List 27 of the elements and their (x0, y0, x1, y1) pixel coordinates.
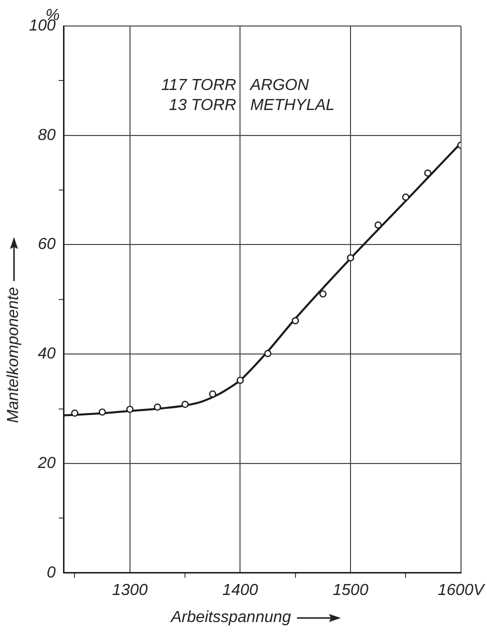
point (424, 169, 432, 177)
y-axis-title: Mantelkomponente (5, 286, 23, 424)
point (319, 290, 327, 298)
annotation: 13 TORR METHYLAL (168, 97, 335, 114)
x-tick-label: 1500 (332, 582, 368, 599)
point (98, 408, 106, 416)
y-tick-label: 60 (38, 236, 56, 254)
point (346, 254, 354, 262)
point (236, 376, 244, 384)
y-tick-label: 80 (38, 126, 56, 144)
point (181, 400, 189, 408)
y-tick-label: 0 (46, 564, 56, 582)
point (264, 350, 272, 358)
point (154, 404, 162, 411)
point (126, 406, 134, 413)
x-tick-label: 1600V (438, 582, 486, 599)
point (292, 317, 299, 324)
point (71, 410, 78, 417)
x-tick-label: 1300 (112, 582, 148, 599)
x-axis-title: Arbeitsspannung (170, 609, 292, 627)
y-tick-label: 20 (36, 454, 56, 472)
annotation: 117 TORR ARGON (161, 77, 310, 94)
point (374, 221, 382, 229)
y-tick-label: 40 (38, 346, 56, 363)
point (402, 194, 410, 201)
x-tick-label: 1400 (222, 582, 258, 599)
point (209, 390, 216, 398)
